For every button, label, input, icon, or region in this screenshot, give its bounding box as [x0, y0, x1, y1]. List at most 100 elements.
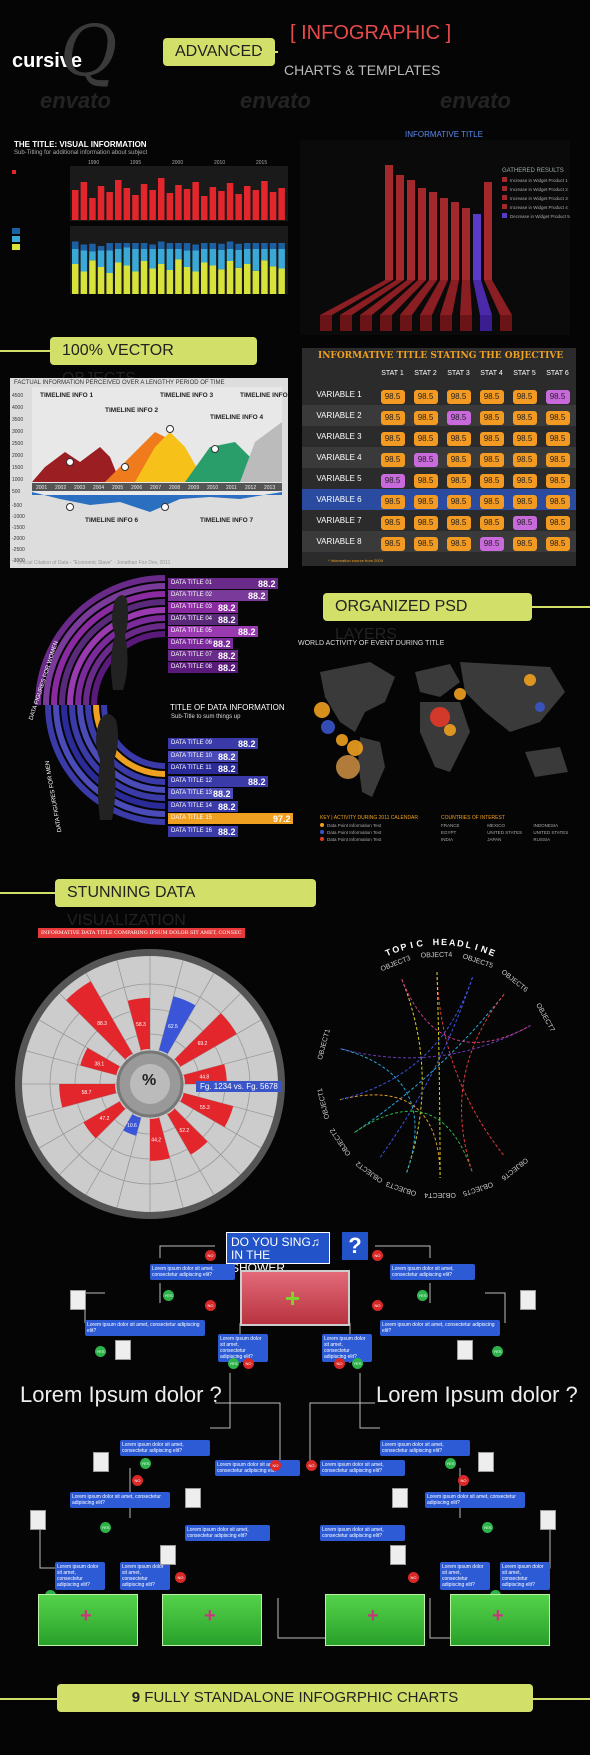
- panel1-stack-bar: [209, 243, 217, 249]
- panel1-stack-bar: [140, 243, 148, 249]
- radial-item-label: DATA TITLE 08: [168, 662, 238, 673]
- panel1-stack-bar: [252, 243, 260, 249]
- table-cell-wrap: 98.5: [409, 491, 442, 509]
- timeline-year-band: [32, 483, 282, 491]
- legend-item: Increase in Widget Product 4: [502, 204, 587, 210]
- topic-headline-char: E: [441, 937, 447, 947]
- footer-number: 9: [131, 1689, 141, 1706]
- panel1-bar: [261, 181, 268, 220]
- panel1-stack-bar: [269, 243, 277, 249]
- table-cell-wrap: 98.5: [508, 449, 541, 467]
- panel1-bar: [209, 187, 217, 220]
- panel1-stack-bar: [192, 271, 199, 294]
- table-cell-wrap: 98.5: [409, 533, 442, 551]
- circle-center: %: [142, 1072, 157, 1089]
- panel1-stack-bar: [123, 247, 131, 266]
- flow-icon-box: [520, 1290, 536, 1310]
- panel2-foot: [340, 315, 352, 331]
- flow-connector: [359, 1373, 380, 1429]
- panel1-bar: [97, 186, 105, 220]
- table-row: VARIABLE 2 98.5 98.5 98.5 98.5 98.5 98.5: [302, 405, 576, 426]
- panel1-year: 2015: [256, 160, 267, 166]
- panel2-base: [320, 280, 393, 315]
- timeline-year: 2009: [188, 485, 199, 491]
- table-cell-wrap: 98.5: [475, 449, 508, 467]
- panel1-stack-bar: [158, 264, 165, 294]
- panel1-stack-bar: [201, 243, 208, 249]
- panel1-stack-bar: [183, 267, 191, 294]
- radial-item-label: DATA TITLE 14: [168, 800, 238, 812]
- flow-no: NO: [205, 1250, 216, 1261]
- panel1-stack-bar: [140, 249, 148, 261]
- result-plus-4: +: [492, 1605, 504, 1627]
- timeline-year: 2002: [55, 485, 66, 491]
- table-title: INFORMATIVE TITLE STATING THE OBJECTIVE: [318, 351, 564, 361]
- flow-connector: [210, 1373, 231, 1429]
- panel1-stack-bar: [226, 261, 234, 294]
- panel1-stack-bar: [80, 250, 88, 272]
- panel1-stack-bar: [132, 243, 139, 249]
- flow-box: Lorem ipsum dolor sit amet, consectetur …: [390, 1264, 475, 1280]
- table-cell: 98.5: [413, 494, 438, 509]
- map-key: KEY | ACTIVITY DURING 2011 CALENDAR Data…: [320, 815, 580, 842]
- watermark: envato: [240, 88, 311, 113]
- flow-yes: YES: [352, 1358, 363, 1369]
- timeline-y-tick: 3000: [12, 429, 23, 435]
- topic-link: [401, 979, 423, 1173]
- radial-top-arc: [91, 631, 165, 705]
- watermark: envato: [440, 88, 511, 113]
- timeline-y-tick-neg: -500: [12, 503, 22, 509]
- panel1-bar: [115, 180, 122, 220]
- circle-value: 44.2: [151, 1137, 161, 1143]
- table-row-label: VARIABLE 2: [316, 411, 362, 420]
- radial-item-value: 97.2: [273, 814, 291, 824]
- panel1-stack-bar: [278, 243, 285, 249]
- flow-box: Lorem ipsum dolor sit amet, consectetur …: [440, 1562, 490, 1590]
- circle-value: 55.3: [200, 1105, 210, 1111]
- panel1-stack-bar: [97, 246, 105, 251]
- circle-value: 58.3: [136, 1022, 146, 1028]
- radial-item-value: 88.2: [218, 764, 236, 774]
- table-cell: 98.5: [512, 452, 537, 467]
- logo-swirl: Q: [60, 10, 118, 92]
- timeline-marker: [161, 503, 169, 511]
- table-cell-wrap: 98.5: [541, 470, 574, 488]
- timeline-year: 2006: [131, 485, 142, 491]
- flow-box: Lorem ipsum dolor sit amet, consectetur …: [120, 1562, 170, 1590]
- timeline-y-tick-neg: -1500: [12, 525, 25, 531]
- panel2-bar: [396, 175, 404, 280]
- table-cell-wrap: 98.5: [409, 386, 442, 404]
- timeline-y-tick: 500: [12, 489, 21, 495]
- panel2-bar: [440, 198, 448, 280]
- timeline-year: 2007: [150, 485, 161, 491]
- timeline-label: TIMELINE INFO 6: [85, 517, 138, 524]
- table-cell: 98.5: [413, 473, 438, 488]
- continent-asia: [460, 662, 565, 732]
- panel1-stack-bar: [218, 269, 225, 294]
- flow-box: Lorem ipsum dolor sit amet, consectetur …: [425, 1492, 525, 1508]
- legend-item: Increase in Widget Product 3: [502, 195, 587, 201]
- panel1-stack-bar: [89, 243, 96, 252]
- topic-headline-char: H: [433, 937, 440, 947]
- table-cell: 98.5: [545, 494, 570, 509]
- flow-connector: [39, 1528, 60, 1569]
- flow-icon-box: [30, 1510, 46, 1530]
- country-name: JAPAN: [487, 837, 502, 842]
- panel2-bar: [418, 188, 426, 280]
- radial-item-label: DATA TITLE 13: [168, 788, 233, 799]
- table-row: VARIABLE 3 98.5 98.5 98.5 98.5 98.5 98.5: [302, 426, 576, 447]
- flow-no: NO: [372, 1300, 383, 1311]
- footer-line-right: [533, 1698, 590, 1700]
- panel2-foot: [420, 315, 432, 331]
- legend-title: GATHERED RESULTS: [502, 168, 564, 174]
- flow-connector: [485, 1292, 506, 1323]
- topic-object-label: OBJECT2: [329, 1127, 352, 1157]
- key-title: KEY | ACTIVITY DURING 2011 CALENDAR: [320, 815, 418, 821]
- panel1-chart: 1990 1995 2000 2010 2015: [12, 160, 288, 294]
- legend-item: Increase in Widget Product 2: [502, 186, 587, 192]
- flow-no: NO: [306, 1460, 317, 1471]
- panel1-stack-bar: [244, 264, 251, 294]
- timeline-y-tick-neg: -2000: [12, 536, 25, 542]
- table-row-label: VARIABLE 3: [316, 432, 362, 441]
- result-plus-2: +: [204, 1605, 216, 1627]
